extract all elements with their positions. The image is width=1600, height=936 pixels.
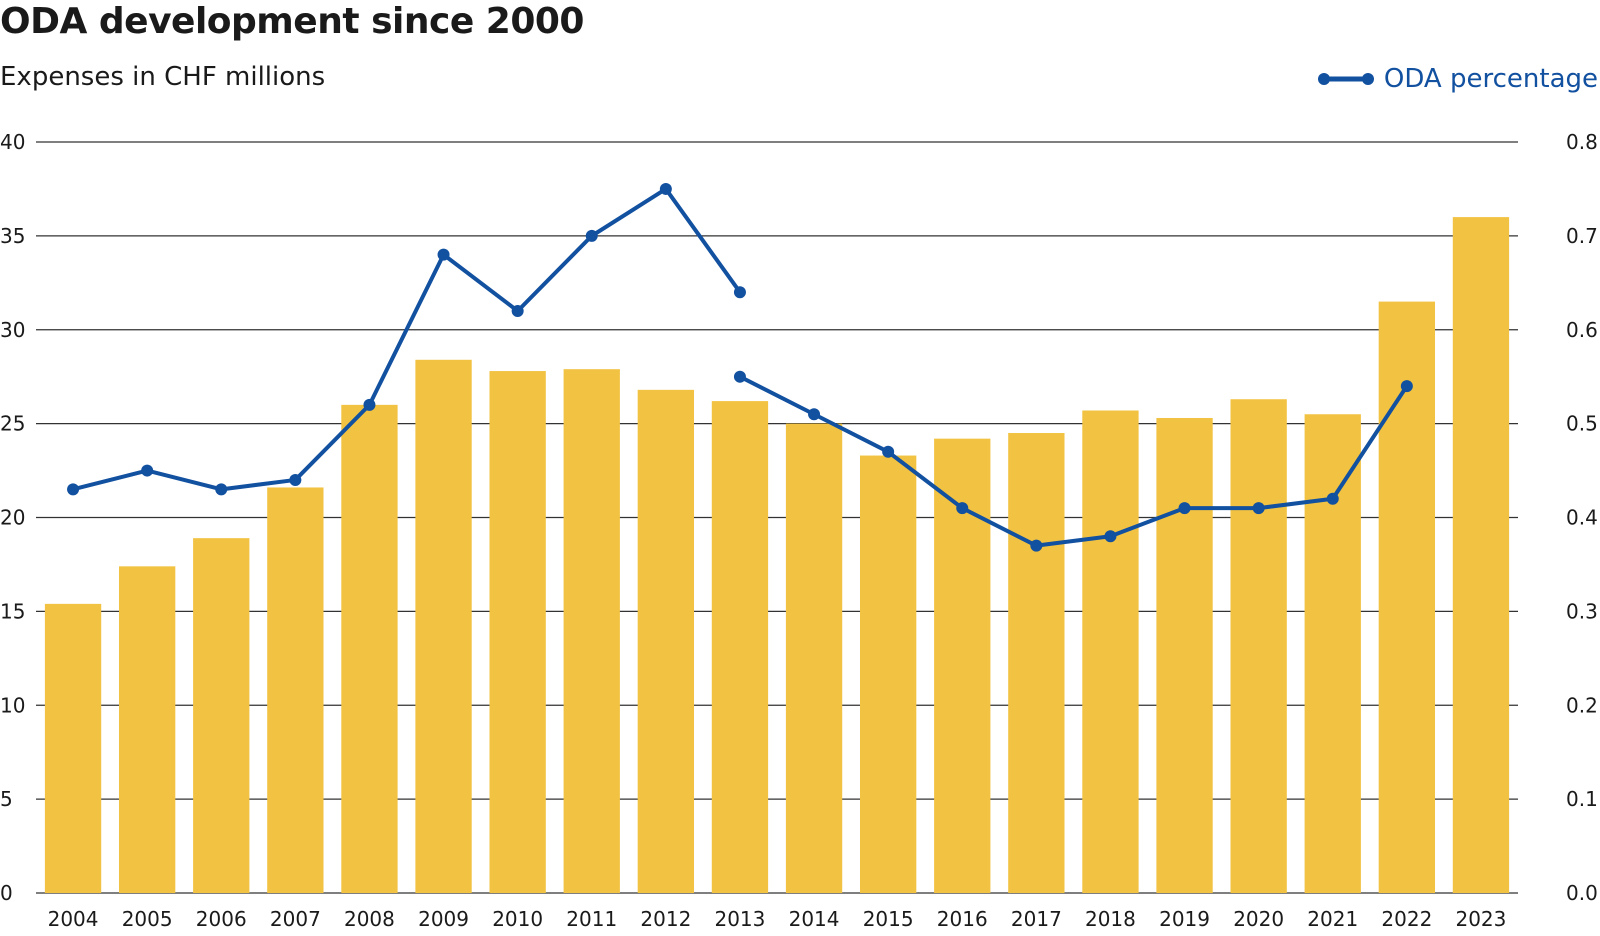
x-tick-label: 2020 [1233, 907, 1284, 931]
x-tick-label: 2019 [1159, 907, 1210, 931]
oda-point-2020 [1252, 502, 1265, 515]
bar-2012 [637, 389, 695, 893]
y-right-tick-label: 0.2 [1566, 693, 1598, 717]
x-tick-label: 2009 [418, 907, 469, 931]
bar-2004 [44, 603, 102, 893]
x-tick-label: 2014 [789, 907, 840, 931]
y-left-tick-label: 40 [0, 130, 25, 154]
oda-point-2006 [215, 483, 228, 496]
x-tick-label: 2015 [863, 907, 914, 931]
bar-2005 [118, 566, 176, 893]
y-left-tick-label: 0 [0, 881, 13, 905]
y-right-tick-label: 0.8 [1566, 130, 1598, 154]
x-tick-label: 2008 [344, 907, 395, 931]
x-tick-label: 2023 [1455, 907, 1506, 931]
bar-series [44, 217, 1510, 894]
bar-2021 [1304, 414, 1361, 893]
x-tick-label: 2022 [1381, 907, 1432, 931]
x-tick-label: 2018 [1085, 907, 1136, 931]
y-right-tick-label: 0.1 [1566, 787, 1598, 811]
oda-point-2014 [808, 408, 821, 421]
x-tick-label: 2007 [270, 907, 321, 931]
bar-2023 [1452, 217, 1510, 894]
y-left-tick-label: 30 [0, 318, 25, 342]
y-left-tick-label: 20 [0, 506, 25, 530]
axis-labels: 0 0.0 5 0.1 10 0.2 15 0.3 20 0.4 25 0.5 30 0.6 35 0.7 40… [0, 130, 1598, 931]
y-right-tick-label: 0.6 [1566, 318, 1598, 342]
x-tick-label: 2011 [566, 907, 617, 931]
chart-subtitle: Expenses in CHF millions [0, 62, 326, 92]
bar-2011 [563, 369, 620, 893]
y-left-tick-label: 15 [0, 599, 25, 623]
x-tick-label: 2005 [122, 907, 173, 931]
x-tick-label: 2017 [1011, 907, 1062, 931]
x-tick-label: 2006 [196, 907, 247, 931]
legend-label-oda-percentage: ODA percentage [1383, 64, 1598, 94]
bar-2022 [1378, 301, 1436, 893]
bar-2009 [415, 359, 472, 893]
x-tick-label: 2012 [640, 907, 691, 931]
oda-point-2007 [289, 473, 302, 486]
y-right-tick-label: 0.7 [1566, 224, 1598, 248]
oda-point-2016 [956, 502, 969, 515]
oda-point-2015 [882, 445, 895, 458]
x-tick-label: 2010 [492, 907, 543, 931]
x-tick-label: 2016 [937, 907, 988, 931]
y-right-tick-label: 0.4 [1566, 506, 1598, 530]
bar-2007 [267, 487, 324, 893]
bar-2010 [489, 371, 546, 893]
oda-point-2009 [437, 248, 450, 261]
oda-line-segment-2 [739, 374, 1409, 548]
bar-2016 [934, 438, 991, 893]
x-tick-label: 2021 [1307, 907, 1358, 931]
oda-point-2010 [511, 304, 524, 317]
bar-2017 [1008, 433, 1065, 893]
bar-2018 [1082, 410, 1139, 893]
y-left-tick-label: 35 [0, 224, 25, 248]
bar-2019 [1156, 417, 1213, 893]
oda-point-2005 [141, 464, 154, 477]
bar-2013 [711, 401, 769, 893]
oda-point-2022 [1400, 380, 1413, 393]
oda-point-2008 [363, 398, 376, 411]
oda-point-2013 [733, 370, 746, 383]
oda-point-2011 [585, 229, 598, 242]
oda-point-2013 [733, 286, 746, 299]
legend-line-marker-icon [1317, 73, 1374, 85]
y-left-tick-label: 25 [0, 412, 25, 436]
y-right-tick-label: 0.5 [1566, 412, 1598, 436]
bar-2008 [341, 404, 398, 893]
y-right-tick-label: 0.0 [1566, 881, 1598, 905]
oda-point-2012 [659, 182, 672, 195]
chart-title: ODA development since 2000 [0, 1, 584, 42]
oda-point-2018 [1104, 530, 1117, 543]
oda-line-segment-1 [72, 186, 742, 492]
oda-point-2019 [1178, 502, 1191, 515]
x-tick-label: 2004 [48, 907, 99, 931]
oda-point-2017 [1030, 539, 1043, 552]
y-right-tick-label: 0.3 [1566, 599, 1598, 623]
x-tick-label: 2013 [714, 907, 765, 931]
line-series [67, 182, 1413, 552]
bar-2014 [785, 423, 843, 893]
gridlines [36, 141, 1518, 894]
y-left-tick-label: 10 [0, 693, 25, 717]
bar-2020 [1230, 399, 1287, 893]
oda-point-2004 [67, 483, 80, 496]
legend: ODA percentage [1317, 62, 1598, 96]
bar-2015 [859, 455, 917, 893]
bar-2006 [193, 538, 250, 893]
oda-point-2021 [1326, 492, 1339, 505]
y-left-tick-label: 5 [0, 787, 13, 811]
